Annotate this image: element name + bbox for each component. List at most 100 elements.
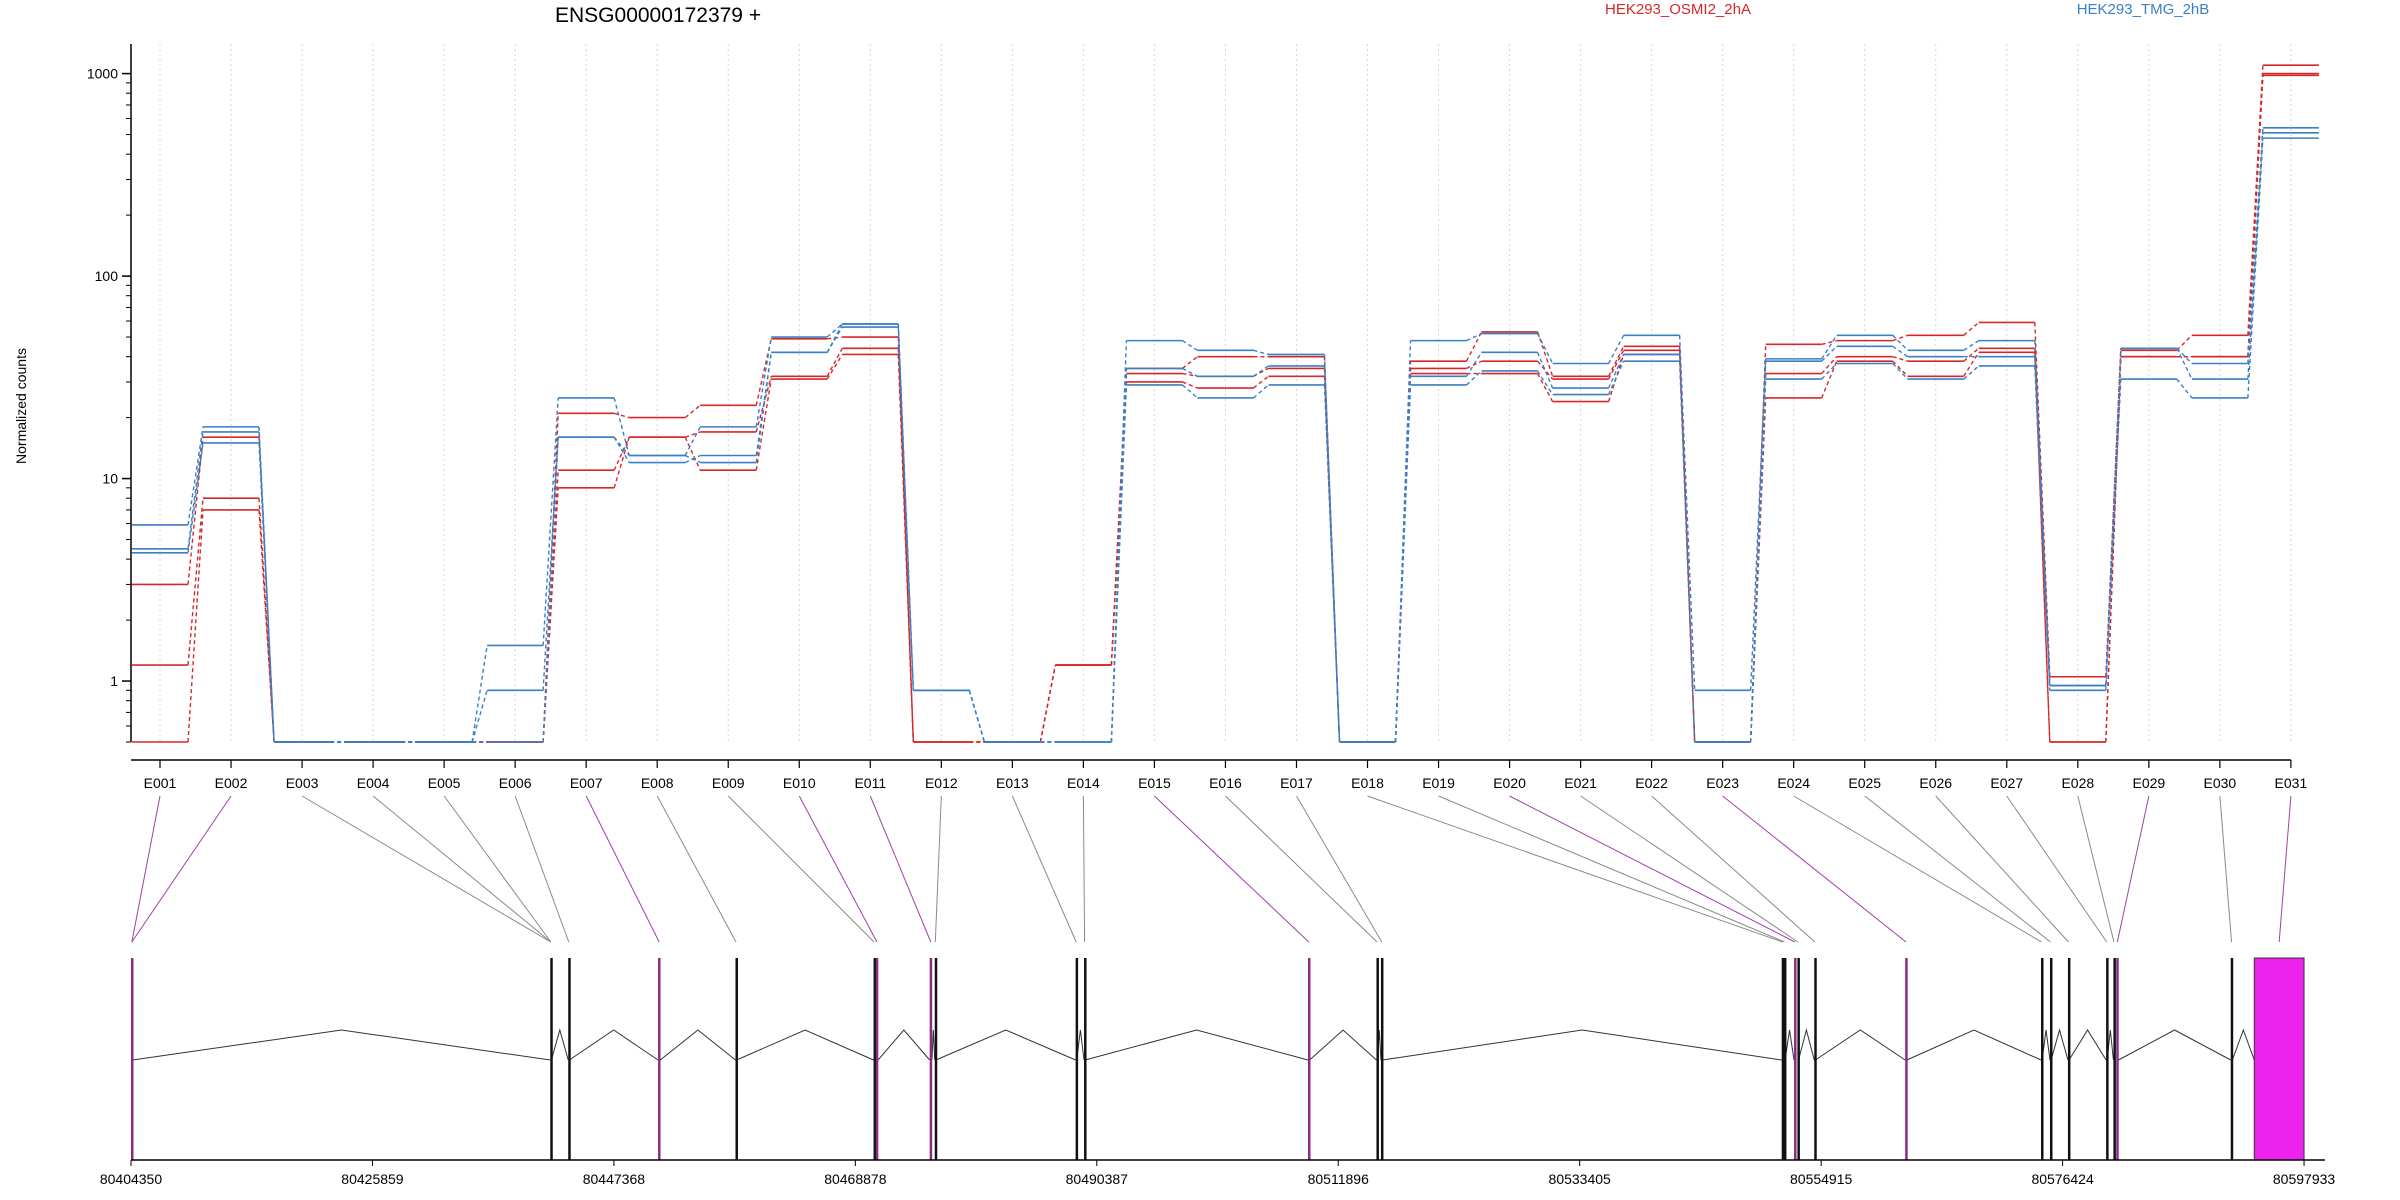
genome-axis: 80404350 80425859 80447368 80468878 80490387… (100, 1159, 2336, 1187)
x-tick-label-e016: E016 (1209, 775, 1242, 791)
intron (2118, 1029, 2231, 1061)
series-connector (471, 645, 488, 743)
series-connector (1607, 345, 1625, 377)
x-tick-label-e004: E004 (357, 775, 390, 791)
x-tick-label-e022: E022 (1635, 775, 1668, 791)
genome-tick-label: 80490387 (1066, 1171, 1129, 1187)
series-connector (1182, 340, 1198, 351)
x-tick-label-e009: E009 (712, 775, 745, 791)
exon-block (1380, 958, 1384, 1160)
exon-block (1783, 958, 1787, 1160)
series-connector (613, 437, 630, 489)
series-connector (1963, 347, 1980, 362)
series-connector (471, 690, 488, 743)
exon-connectors (131, 795, 2292, 943)
series-connector (1963, 340, 1980, 351)
x-tick-label-e021: E021 (1564, 775, 1597, 791)
exon-block (1781, 958, 1785, 1160)
series-connector (1536, 333, 1554, 364)
y-axis: 1 10 100 1000 (87, 44, 132, 743)
x-tick-label-e025: E025 (1848, 775, 1881, 791)
exon-block (658, 958, 661, 1160)
series-layer (132, 64, 2319, 743)
connector-e024 (1793, 795, 2042, 943)
series-connector (1678, 350, 1696, 743)
exon-block (2040, 958, 2044, 1160)
series-connector (897, 337, 915, 743)
series-connector (1466, 332, 1482, 342)
genome-tick-label: 80597933 (2273, 1171, 2336, 1187)
x-tick-label-e018: E018 (1351, 775, 1384, 791)
x-tick-label-e005: E005 (428, 775, 461, 791)
series-connector (1110, 340, 1128, 743)
series-connector (1892, 334, 1909, 351)
series-connector (1749, 358, 1767, 691)
y-tick-label: 100 (95, 268, 119, 284)
genome-tick-label: 80425859 (341, 1171, 404, 1187)
exon-block (2253, 957, 2305, 1161)
series-connector (2105, 356, 2122, 743)
series-connector (684, 404, 701, 419)
exon-block (1084, 958, 1087, 1160)
series-connector (1749, 361, 1767, 743)
exon-block (2106, 958, 2109, 1160)
x-tick-label-e023: E023 (1706, 775, 1739, 791)
exon-block (934, 958, 938, 1160)
series-connector (1607, 354, 1625, 389)
x-tick-label-e001: E001 (144, 775, 177, 791)
intron (1784, 1029, 1795, 1061)
series-connector (2105, 350, 2122, 677)
connector-e003 (301, 795, 552, 943)
series-connector (542, 437, 559, 743)
series-connector (2176, 334, 2193, 351)
exon-block (1794, 958, 1797, 1160)
y-tick-label: 10 (102, 471, 118, 487)
intron (2050, 1028, 2069, 1061)
exon-block (929, 958, 933, 1160)
series-connector (258, 442, 275, 743)
series-connector (1821, 339, 1837, 346)
x-tick-label-e029: E029 (2132, 775, 2165, 791)
series-connector (1253, 375, 1269, 389)
connector-e013 (1011, 795, 1077, 943)
connector-e007 (585, 795, 660, 943)
x-tick-label-e024: E024 (1777, 775, 1810, 791)
connector-e016 (1225, 795, 1378, 943)
series-connector (1821, 363, 1838, 380)
intron (1798, 1028, 1815, 1061)
series-connector (613, 397, 630, 456)
y-tick-label: 1000 (87, 66, 118, 82)
series-connector (1110, 368, 1128, 743)
x-tick-label-e006: E006 (499, 775, 532, 791)
series-connector (1892, 360, 1909, 377)
intron (659, 1029, 736, 1061)
series-connector (826, 326, 843, 353)
series-connector (1039, 664, 1057, 743)
series-connector (1465, 331, 1483, 362)
x-tick-label-e019: E019 (1422, 775, 1455, 791)
exon-block (1307, 958, 1311, 1160)
exon-block (875, 958, 879, 1160)
series-connector (1607, 349, 1625, 380)
series-connector (1323, 354, 1341, 743)
series-connector (2105, 348, 2122, 686)
x-tick-label-e013: E013 (996, 775, 1029, 791)
gridlines (159, 44, 2292, 742)
series-connector (1252, 384, 1269, 399)
genome-tick-label: 80533405 (1549, 1171, 1612, 1187)
series-connector (897, 327, 915, 691)
series-connector (1821, 334, 1838, 360)
intron (1309, 1029, 1377, 1061)
series-connector (1892, 345, 1909, 358)
series-connector (1607, 334, 1625, 364)
exon-block (1376, 958, 1379, 1160)
x-tick-label-e008: E008 (641, 775, 674, 791)
series-connector (1536, 331, 1554, 377)
series-connector (684, 431, 701, 438)
series-connector (2247, 138, 2264, 399)
x-tick-label-e007: E007 (570, 775, 603, 791)
connector-e012 (934, 795, 942, 943)
series-connector (2176, 347, 2193, 380)
genome-tick-label: 80511896 (1308, 1171, 1369, 1187)
legend-entry-1: HEK293_OSMI2_2hA (1605, 1, 1751, 18)
